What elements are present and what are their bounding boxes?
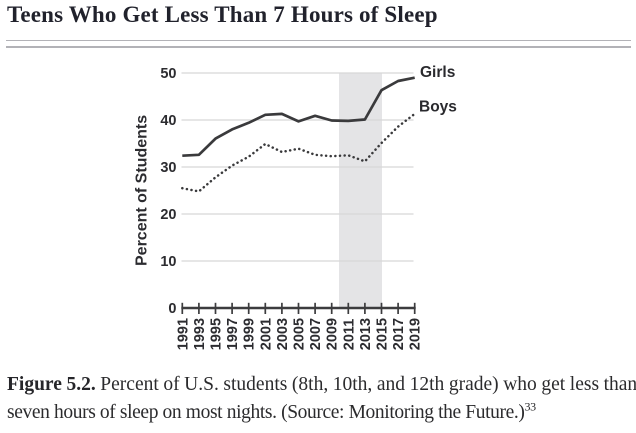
svg-text:2001: 2001 — [258, 318, 274, 350]
svg-text:2015: 2015 — [375, 318, 391, 350]
svg-text:2013: 2013 — [358, 318, 374, 350]
svg-text:Percent of Students: Percent of Students — [134, 115, 151, 266]
svg-text:0: 0 — [168, 301, 176, 317]
svg-text:2003: 2003 — [275, 318, 291, 350]
svg-text:2009: 2009 — [325, 318, 341, 350]
svg-text:2017: 2017 — [391, 318, 407, 350]
svg-text:20: 20 — [160, 207, 176, 223]
svg-text:1999: 1999 — [242, 318, 258, 350]
svg-text:50: 50 — [160, 66, 176, 82]
svg-text:2007: 2007 — [308, 318, 324, 350]
svg-text:10: 10 — [160, 254, 176, 270]
svg-text:30: 30 — [160, 160, 176, 176]
svg-text:40: 40 — [160, 113, 176, 129]
svg-text:1991: 1991 — [175, 318, 191, 350]
svg-text:2011: 2011 — [341, 319, 357, 350]
svg-text:2019: 2019 — [408, 318, 424, 350]
svg-text:1995: 1995 — [209, 318, 225, 350]
svg-text:1997: 1997 — [225, 318, 241, 350]
svg-text:Boys: Boys — [419, 98, 457, 115]
svg-text:2005: 2005 — [292, 318, 308, 350]
svg-text:1993: 1993 — [192, 318, 208, 350]
svg-text:Girls: Girls — [420, 64, 455, 81]
